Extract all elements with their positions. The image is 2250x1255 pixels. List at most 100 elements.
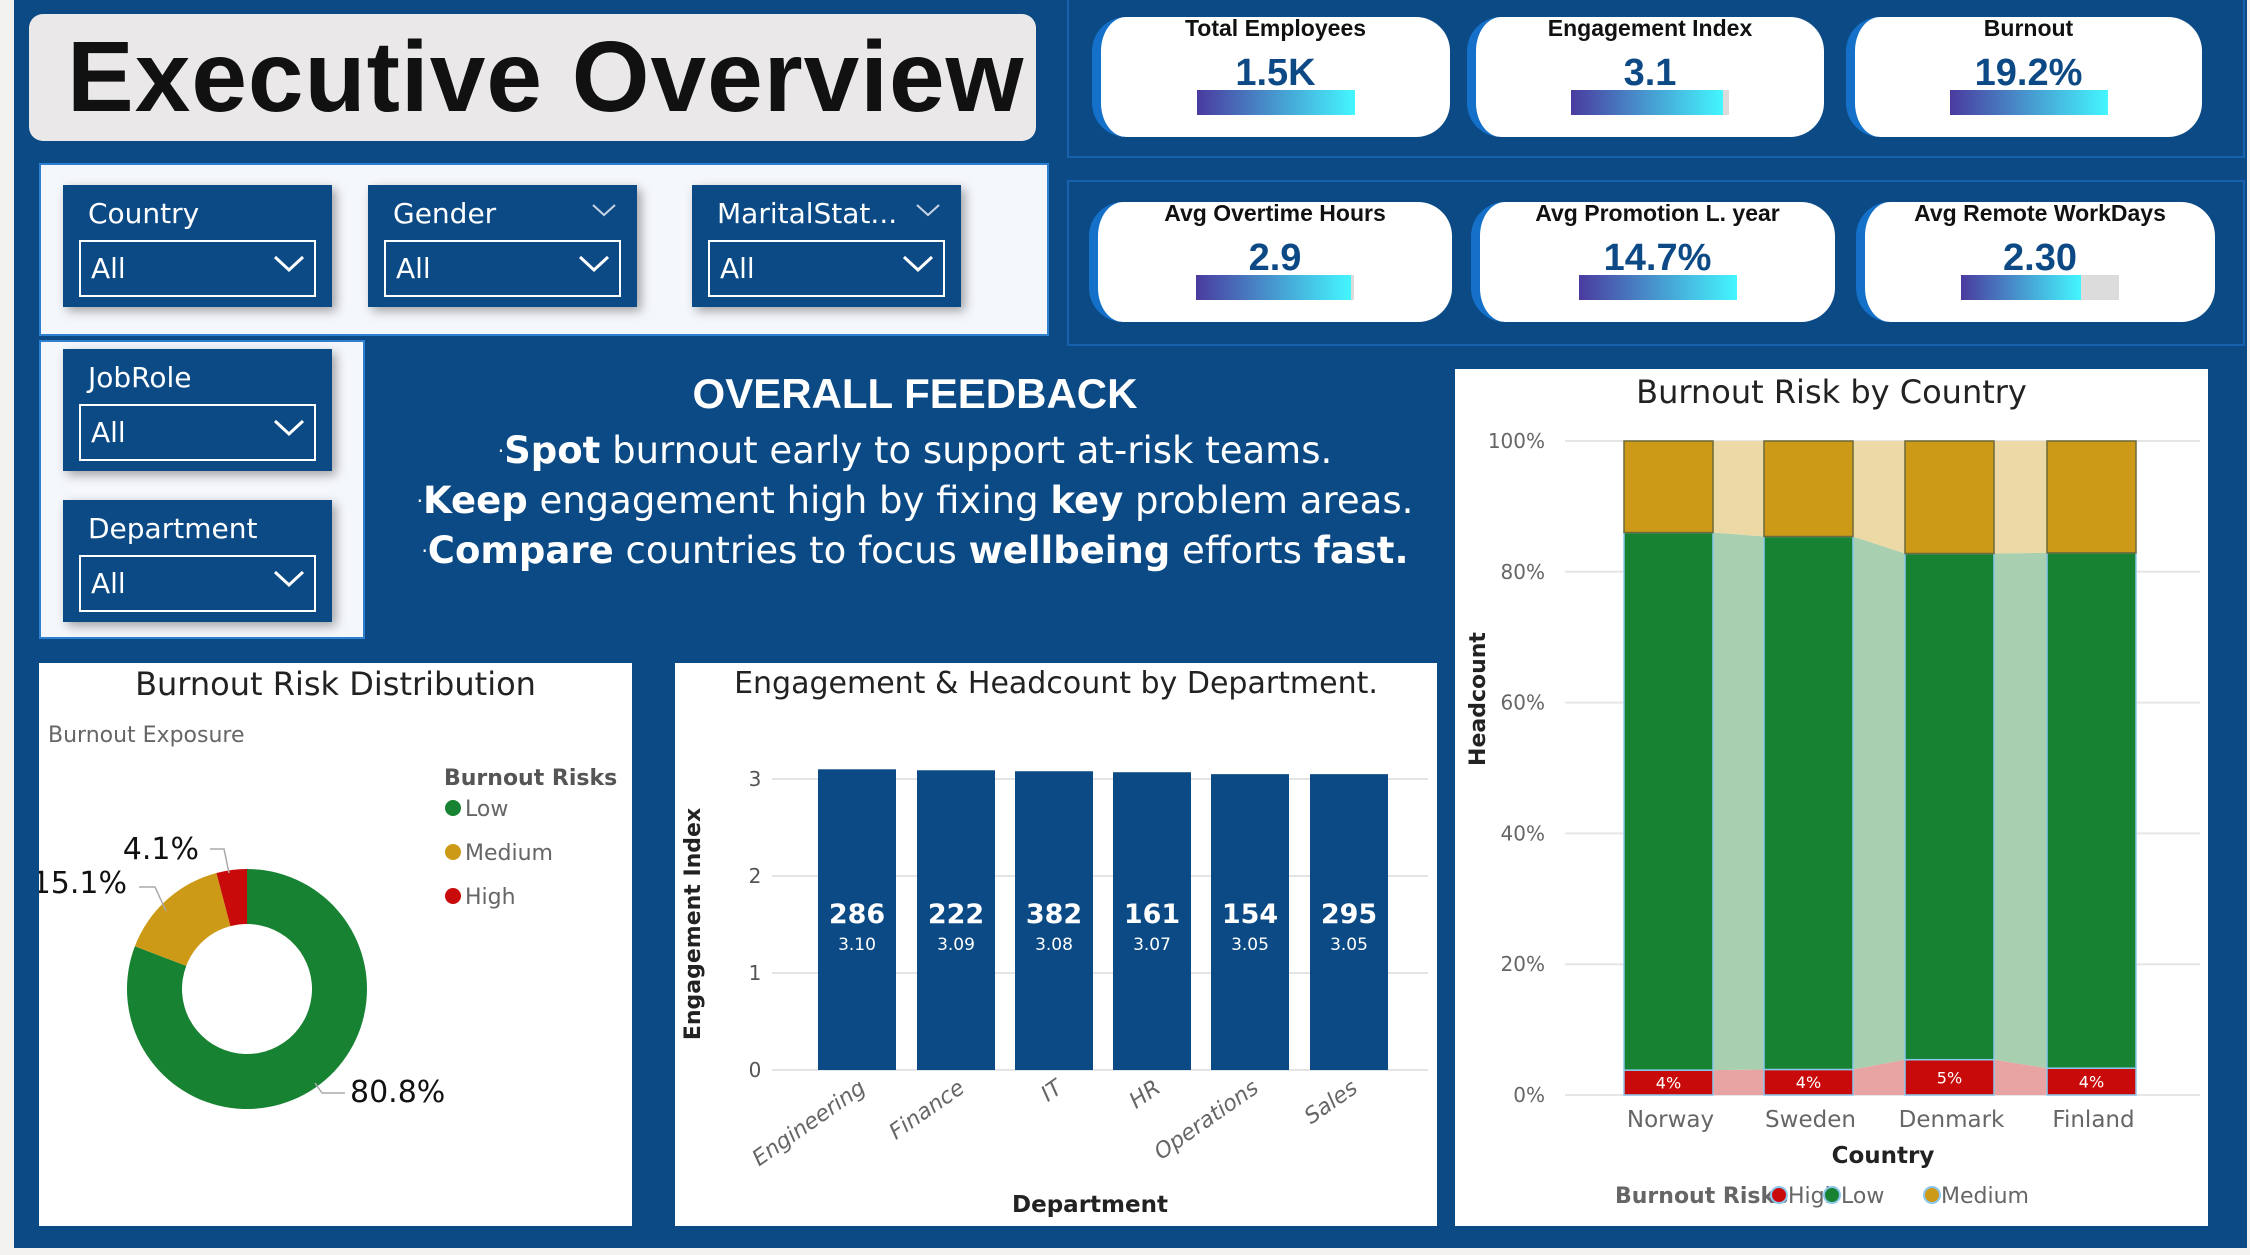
y-tick-label: 0%: [1513, 1083, 1545, 1107]
y-axis-title: Headcount: [1466, 632, 1491, 766]
legend-title: Burnout Risks: [1615, 1184, 1788, 1209]
bar-engineering[interactable]: [818, 769, 896, 1070]
segment-low-norway[interactable]: [1623, 531, 1714, 1071]
value-label: 3.07: [1133, 935, 1171, 955]
x-tick-label: Denmark: [1899, 1107, 2005, 1133]
slicer-value: All: [396, 252, 431, 285]
chevron-down-icon[interactable]: [915, 199, 941, 224]
ribbon-medium: [1853, 441, 1905, 554]
kpi-progress-bar: [1949, 90, 2108, 115]
x-tick-label: Sales: [1300, 1075, 1362, 1129]
bullet-icon: ·: [497, 439, 505, 463]
legend-item[interactable]: Low: [1841, 1184, 1884, 1209]
slicer-country: Country All: [63, 185, 332, 307]
x-axis-title: Country: [1832, 1143, 1935, 1169]
x-tick-label: Sweden: [1765, 1107, 1856, 1133]
kpi-title: Avg Promotion L. year: [1535, 200, 1780, 226]
legend-marker-medium: [1923, 1186, 1941, 1204]
slicer-dropdown[interactable]: All: [384, 240, 621, 297]
slicer-label: Department: [88, 512, 258, 545]
segment-high-finland[interactable]: [2046, 1067, 2137, 1096]
kpi-value: 1.5K: [1235, 52, 1316, 94]
segment-medium-sweden[interactable]: [1763, 440, 1854, 538]
x-tick-label: Operations: [1150, 1075, 1263, 1165]
high-data-label: 4%: [2079, 1073, 2104, 1092]
legend-title: Burnout Risks: [444, 766, 617, 791]
feedback-text: efforts: [1170, 529, 1314, 572]
segment-medium-norway[interactable]: [1623, 440, 1714, 534]
slicer-value: All: [91, 567, 126, 600]
kpi-title: Avg Overtime Hours: [1164, 200, 1386, 226]
donut-slice-low[interactable]: [126, 869, 368, 1109]
kpi-card-avg-promotion-l-year: Avg Promotion L. year 14.7%: [1471, 200, 1835, 322]
slicer-dropdown[interactable]: All: [79, 404, 316, 461]
y-tick-label: 40%: [1501, 821, 1545, 845]
slicer-value: All: [720, 252, 755, 285]
chevron-down-icon[interactable]: [591, 199, 617, 224]
feedback-title: OVERALL FEEDBACK: [692, 370, 1138, 417]
headcount-label: 161: [1124, 899, 1180, 930]
slice-label: 80.8%: [350, 1075, 445, 1110]
legend-marker-medium: [445, 844, 461, 860]
slicer-department: Department All: [63, 500, 332, 622]
ribbon-high: [1994, 1059, 2047, 1095]
slicer-dropdown[interactable]: All: [79, 555, 316, 612]
segment-low-denmark[interactable]: [1904, 552, 1995, 1061]
legend-item[interactable]: High: [465, 885, 516, 910]
feedback-emphasis: fast.: [1313, 529, 1409, 572]
chevron-down-icon[interactable]: [577, 248, 610, 278]
bar-operations[interactable]: [1211, 774, 1289, 1070]
x-tick-label: HR: [1125, 1075, 1165, 1114]
segment-medium-finland[interactable]: [2046, 440, 2137, 554]
kpi-card-avg-remote-workdays: Avg Remote WorkDays 2.30: [1856, 200, 2215, 322]
bar-finance[interactable]: [917, 770, 995, 1070]
segment-low-finland[interactable]: [2046, 552, 2137, 1069]
segment-low-sweden[interactable]: [1763, 535, 1854, 1071]
feedback-text: burnout early to support at-risk teams.: [600, 429, 1333, 472]
engagement-by-department-card: Engagement & Headcount by Department. 0 1…: [675, 663, 1437, 1226]
headcount-label: 154: [1222, 899, 1278, 930]
kpi-value: 14.7%: [1603, 237, 1712, 279]
feedback-text: problem areas.: [1123, 479, 1414, 522]
kpi-value: 2.9: [1248, 237, 1302, 279]
legend-item[interactable]: Medium: [1941, 1184, 2029, 1209]
slicer-value: All: [91, 416, 126, 449]
kpi-card-burnout: Burnout 19.2%: [1846, 15, 2202, 137]
legend-item[interactable]: Medium: [465, 841, 553, 866]
headcount-label: 286: [829, 899, 885, 930]
kpi-progress-bar: [1961, 275, 2119, 300]
chevron-down-icon[interactable]: [272, 412, 305, 442]
ribbon-high: [1853, 1059, 1905, 1095]
bar-sales[interactable]: [1310, 774, 1388, 1070]
bar-hr[interactable]: [1113, 772, 1191, 1070]
high-data-label: 5%: [1937, 1068, 1962, 1087]
x-tick-label: Engineering: [748, 1075, 870, 1171]
burnout-by-country-card: Burnout Risk by Country 0% 20% 40% 60% 80% 10…: [1455, 369, 2208, 1226]
chevron-down-icon[interactable]: [272, 248, 305, 278]
slicer-dropdown[interactable]: All: [708, 240, 945, 297]
page-title: Executive Overview: [67, 21, 1025, 133]
x-tick-label: Finland: [2052, 1107, 2134, 1133]
kpi-progress-bar: [1196, 275, 1354, 300]
segment-medium-denmark[interactable]: [1904, 440, 1995, 555]
donut-slice-high[interactable]: [216, 869, 247, 927]
legend-marker-low: [445, 800, 461, 816]
segment-high-norway[interactable]: [1623, 1069, 1714, 1096]
slicer-jobrole: JobRole All: [63, 349, 332, 471]
y-tick-label: 2: [749, 864, 762, 888]
donut-slice-medium[interactable]: [134, 872, 231, 966]
legend-marker-low: [1823, 1186, 1841, 1204]
segment-high-denmark[interactable]: [1904, 1058, 1995, 1096]
bullet-icon: ·: [416, 489, 423, 513]
value-label: 3.08: [1035, 935, 1073, 955]
kpi-value: 3.1: [1623, 52, 1677, 94]
headcount-label: 295: [1321, 899, 1377, 930]
legend-item[interactable]: Low: [465, 797, 508, 822]
y-tick-label: 1: [749, 961, 762, 985]
kpi-progress-fill: [1196, 275, 1351, 300]
chevron-down-icon[interactable]: [901, 248, 934, 278]
bar-it[interactable]: [1015, 771, 1093, 1070]
chevron-down-icon[interactable]: [272, 563, 305, 593]
country-stacked-chart: 0% 20% 40% 60% 80% 100% 4% Norway 4% Sweden 5% Denm…: [1466, 429, 2200, 1209]
slicer-dropdown[interactable]: All: [79, 240, 316, 297]
